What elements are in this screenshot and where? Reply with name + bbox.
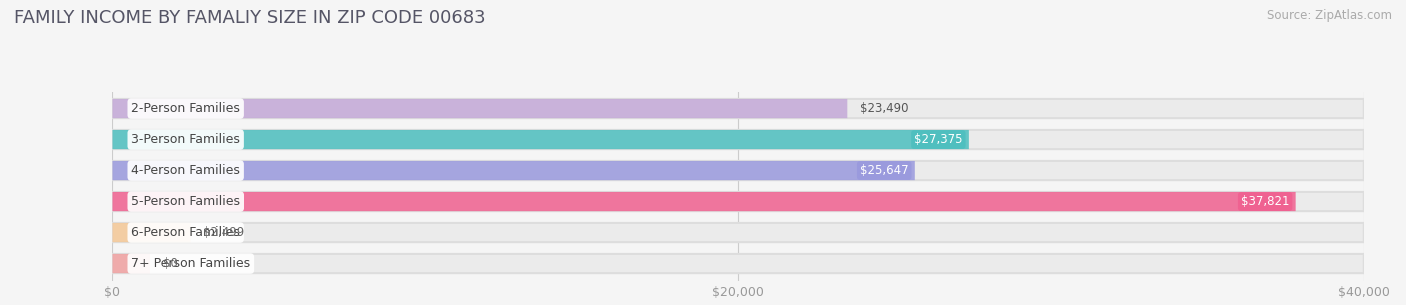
Text: 6-Person Families: 6-Person Families: [131, 226, 240, 239]
Text: $37,821: $37,821: [1241, 195, 1289, 208]
FancyBboxPatch shape: [112, 99, 848, 118]
FancyBboxPatch shape: [112, 130, 1364, 149]
FancyBboxPatch shape: [112, 192, 1296, 211]
FancyBboxPatch shape: [112, 223, 1364, 242]
Text: $27,375: $27,375: [914, 133, 963, 146]
Text: 4-Person Families: 4-Person Families: [131, 164, 240, 177]
Text: Source: ZipAtlas.com: Source: ZipAtlas.com: [1267, 9, 1392, 22]
FancyBboxPatch shape: [112, 161, 915, 180]
FancyBboxPatch shape: [112, 254, 1364, 273]
Text: 2-Person Families: 2-Person Families: [131, 102, 240, 115]
FancyBboxPatch shape: [112, 254, 150, 273]
Text: 5-Person Families: 5-Person Families: [131, 195, 240, 208]
Text: $23,490: $23,490: [860, 102, 908, 115]
FancyBboxPatch shape: [112, 161, 1364, 180]
Text: FAMILY INCOME BY FAMALIY SIZE IN ZIP CODE 00683: FAMILY INCOME BY FAMALIY SIZE IN ZIP COD…: [14, 9, 485, 27]
Text: 7+ Person Families: 7+ Person Families: [131, 257, 250, 270]
FancyBboxPatch shape: [112, 192, 1364, 211]
FancyBboxPatch shape: [112, 223, 191, 242]
Text: $2,499: $2,499: [204, 226, 245, 239]
FancyBboxPatch shape: [112, 99, 1364, 118]
FancyBboxPatch shape: [112, 130, 969, 149]
Text: 3-Person Families: 3-Person Families: [131, 133, 240, 146]
Text: $0: $0: [163, 257, 177, 270]
Text: $25,647: $25,647: [860, 164, 908, 177]
